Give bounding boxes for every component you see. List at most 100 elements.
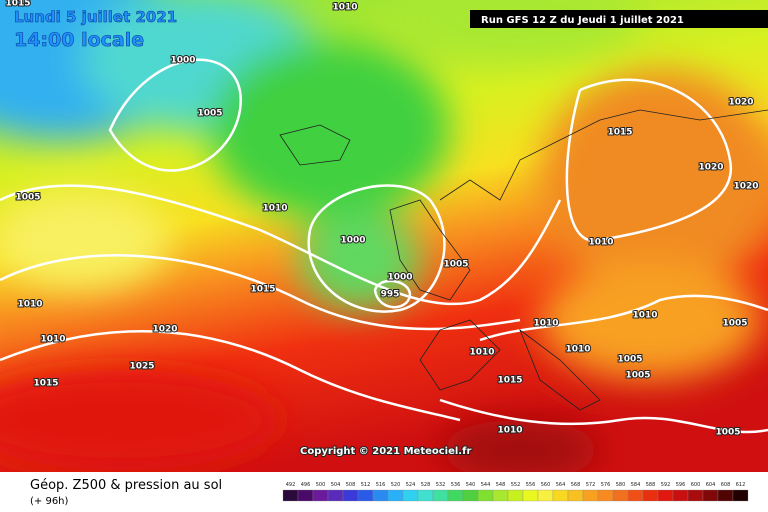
- isobar-label: 1015: [497, 376, 522, 386]
- isobar-label: 1005: [715, 428, 740, 438]
- legend-swatch: [432, 489, 449, 502]
- isobar-label: 1000: [387, 273, 412, 283]
- legend-swatch: [417, 489, 434, 502]
- isobar-label: 1025: [129, 362, 154, 372]
- isobar-label: 1015: [607, 128, 632, 138]
- legend-swatch: [327, 489, 344, 502]
- isobar-label: 1005: [443, 260, 468, 270]
- legend-label: 544: [481, 482, 491, 488]
- legend-swatch: [297, 489, 314, 502]
- legend-swatch: [657, 489, 674, 502]
- legend-label: 492: [286, 482, 296, 488]
- legend-label: 612: [736, 482, 746, 488]
- legend-label: 524: [406, 482, 416, 488]
- legend-label: 516: [376, 482, 386, 488]
- isobar-label: 1005: [625, 371, 650, 381]
- legend-label: 604: [706, 482, 716, 488]
- legend-label: 512: [361, 482, 371, 488]
- legend-label: 508: [346, 482, 356, 488]
- isobar-label: 1015: [250, 285, 275, 295]
- legend: 492 496 500 504 508 512 516 520 524 528 532 536 540 5…: [282, 482, 749, 502]
- legend-swatch: [507, 489, 524, 502]
- legend-swatch: [642, 489, 659, 502]
- isobar-label: 1005: [722, 319, 747, 329]
- isobar-label: 1005: [15, 193, 40, 203]
- isobar-label: 1010: [565, 345, 590, 355]
- isobar-label: 1015: [5, 0, 30, 9]
- isobar-label: 1010: [262, 204, 287, 214]
- legend-swatch: [732, 489, 749, 502]
- isobar-label: 1020: [733, 182, 758, 192]
- legend-swatch: [357, 489, 374, 502]
- legend-swatch: [522, 489, 539, 502]
- legend-swatch: [627, 489, 644, 502]
- map-background: [0, 0, 768, 480]
- legend-swatch: [372, 489, 389, 502]
- isobar-label: 1010: [40, 335, 65, 345]
- isobar-label: 1010: [332, 3, 357, 13]
- legend-label: 532: [436, 482, 446, 488]
- forecast-date: Lundi 5 juillet 2021: [14, 8, 177, 26]
- legend-label: 496: [301, 482, 311, 488]
- legend-label: 504: [331, 482, 341, 488]
- legend-label: 580: [616, 482, 626, 488]
- forecast-time: 14:00 locale: [14, 29, 144, 51]
- legend-swatch: [387, 489, 404, 502]
- legend-label: 500: [316, 482, 326, 488]
- legend-swatch: [282, 489, 299, 502]
- legend-label: 564: [556, 482, 566, 488]
- footer-lead: (+ 96h): [30, 496, 69, 507]
- isobar-label: 1000: [170, 56, 195, 66]
- legend-label: 592: [661, 482, 671, 488]
- isobar-label: 1020: [152, 325, 177, 335]
- isobar-label: 1010: [632, 311, 657, 321]
- isobar-label: 995: [381, 290, 400, 300]
- legend-label: 540: [466, 482, 476, 488]
- legend-label: 568: [571, 482, 581, 488]
- legend-label: 520: [391, 482, 401, 488]
- legend-swatch: [552, 489, 569, 502]
- run-info: Run GFS 12 Z du Jeudi 1 juillet 2021: [481, 15, 684, 26]
- isobar-label: 1020: [698, 163, 723, 173]
- legend-swatch: [717, 489, 734, 502]
- legend-swatch: [597, 489, 614, 502]
- legend-label: 572: [586, 482, 596, 488]
- legend-label: 548: [496, 482, 506, 488]
- legend-label: 576: [601, 482, 611, 488]
- legend-label: 528: [421, 482, 431, 488]
- legend-label: 584: [631, 482, 641, 488]
- isobar-label: 1010: [17, 300, 42, 310]
- run-box: [470, 10, 768, 28]
- legend-label: 536: [451, 482, 461, 488]
- isobar-label: 1005: [617, 355, 642, 365]
- copyright: Copyright © 2021 Meteociel.fr: [300, 446, 471, 457]
- legend-swatch: [537, 489, 554, 502]
- isobar-label: 1020: [728, 98, 753, 108]
- isobar-label: 1005: [197, 109, 222, 119]
- legend-swatch: [402, 489, 419, 502]
- legend-swatch: [582, 489, 599, 502]
- legend-swatch: [687, 489, 704, 502]
- legend-label: 556: [526, 482, 536, 488]
- legend-swatch: [342, 489, 359, 502]
- isobar-label: 1015: [33, 379, 58, 389]
- legend-label: 552: [511, 482, 521, 488]
- isobar-label: 1010: [533, 319, 558, 329]
- legend-label: 588: [646, 482, 656, 488]
- legend-swatch: [612, 489, 629, 502]
- isobar-label: 1000: [340, 236, 365, 246]
- legend-swatch: [462, 489, 479, 502]
- legend-swatch: [672, 489, 689, 502]
- isobar-label: 1010: [469, 348, 494, 358]
- legend-swatch: [447, 489, 464, 502]
- legend-label: 608: [721, 482, 731, 488]
- legend-swatch: [312, 489, 329, 502]
- legend-label: 596: [676, 482, 686, 488]
- isobar-labels: 1015 1010 1000 1005 1005 1010 1000 1000 995 1005 1…: [4, 0, 759, 439]
- legend-label: 600: [691, 482, 701, 488]
- legend-label: 560: [541, 482, 551, 488]
- legend-swatch: [702, 489, 719, 502]
- isobar-label: 1010: [497, 426, 522, 436]
- footer-title: Géop. Z500 & pression au sol: [30, 478, 222, 493]
